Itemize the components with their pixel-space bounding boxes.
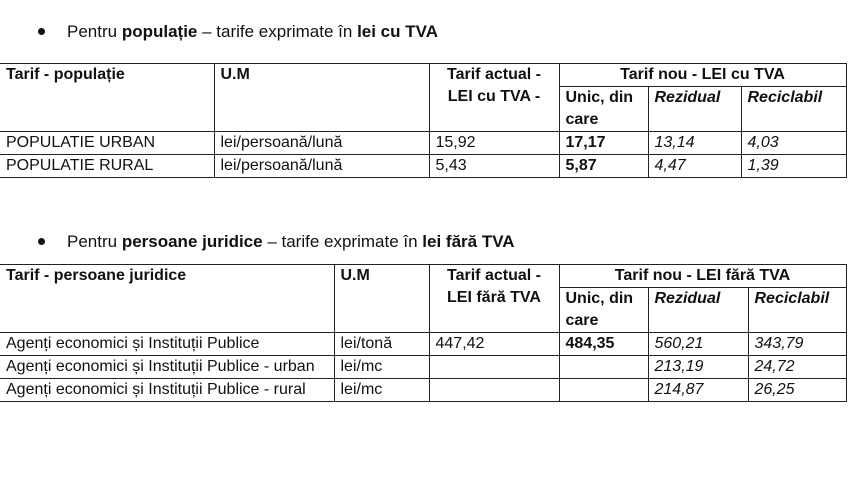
- header-rezidual: Rezidual: [647, 86, 742, 132]
- cell-reciclabil: 343,79: [747, 332, 847, 356]
- table-subheader-row: Unic, din care Rezidual Reciclabil: [0, 287, 847, 333]
- table-subheader-row: Unic, din care Rezidual Reciclabil: [0, 86, 847, 132]
- bullet-icon: [38, 28, 45, 36]
- bullet-persoane-juridice: Pentru persoane juridice – tarife exprim…: [38, 232, 515, 252]
- cell-rezidual: 214,87: [647, 378, 749, 402]
- cell-reciclabil: 24,72: [747, 355, 847, 379]
- header-tarif: Tarif - populație: [0, 63, 215, 132]
- cell-unic: [558, 378, 649, 402]
- cell-um: lei/mc: [333, 378, 430, 402]
- header-tarif-nou: Tarif nou - LEI cu TVA: [558, 63, 847, 87]
- cell-actual: 5,43: [428, 154, 560, 178]
- header-reciclabil: Reciclabil: [740, 86, 847, 132]
- header-um: U.M: [213, 63, 430, 132]
- cell-rezidual: 560,21: [647, 332, 749, 356]
- table-row: POPULATIE URBAN lei/persoană/lună 15,92 …: [0, 131, 847, 155]
- bullet-bold-subject: persoane juridice: [121, 232, 263, 251]
- bullet-middle: – tarife exprimate în: [197, 22, 358, 41]
- bullet-bold-unit: lei cu TVA: [357, 22, 438, 41]
- cell-name: Agenți economici și Instituții Publice -…: [0, 378, 335, 402]
- cell-name: Agenți economici și Instituții Publice: [0, 332, 335, 356]
- cell-actual: 447,42: [428, 332, 560, 356]
- cell-reciclabil: 1,39: [740, 154, 847, 178]
- cell-unic: 484,35: [558, 332, 649, 356]
- tariff-table-populatie: Tarif - populație U.M Tarif actual - LEI…: [0, 63, 847, 178]
- header-unic: Unic, din care: [559, 287, 649, 333]
- cell-reciclabil: 4,03: [740, 131, 847, 155]
- table-row: Agenți economici și Instituții Publice l…: [0, 332, 847, 356]
- cell-um: lei/persoană/lună: [213, 154, 430, 178]
- bullet-prefix: Pentru: [67, 232, 122, 251]
- cell-rezidual: 213,19: [647, 355, 749, 379]
- bullet-populatie: Pentru populație – tarife exprimate în l…: [38, 22, 438, 42]
- header-rezidual: Rezidual: [647, 287, 749, 333]
- cell-name: POPULATIE URBAN: [0, 131, 215, 155]
- table-row: Agenți economici și Instituții Publice -…: [0, 355, 847, 379]
- cell-name: Agenți economici și Instituții Publice -…: [0, 355, 335, 379]
- bullet-bold-unit: lei fără TVA: [422, 232, 515, 251]
- cell-actual: [428, 378, 560, 402]
- cell-actual: [428, 355, 560, 379]
- header-unic: Unic, din care: [559, 86, 649, 132]
- cell-unic: 17,17: [558, 131, 649, 155]
- tariff-table-persoane-juridice: Tarif - persoane juridice U.M Tarif actu…: [0, 264, 847, 402]
- table-row: POPULATIE RURAL lei/persoană/lună 5,43 5…: [0, 154, 847, 178]
- header-tarif: Tarif - persoane juridice: [0, 264, 335, 333]
- cell-um: lei/tonă: [333, 332, 430, 356]
- header-tarif-actual: Tarif actual - LEI cu TVA -: [428, 63, 560, 132]
- cell-unic: [558, 355, 649, 379]
- bullet-prefix: Pentru: [67, 22, 122, 41]
- cell-rezidual: 4,47: [647, 154, 742, 178]
- cell-rezidual: 13,14: [647, 131, 742, 155]
- cell-unic: 5,87: [558, 154, 649, 178]
- header-tarif-actual: Tarif actual - LEI fără TVA: [428, 264, 560, 333]
- bullet-middle: – tarife exprimate în: [262, 232, 423, 251]
- bullet-bold-subject: populație: [121, 22, 198, 41]
- header-reciclabil: Reciclabil: [747, 287, 847, 333]
- table-header-row: Tarif - populație U.M Tarif actual - LEI…: [0, 63, 847, 132]
- cell-name: POPULATIE RURAL: [0, 154, 215, 178]
- table-row: Agenți economici și Instituții Publice -…: [0, 378, 847, 402]
- header-um: U.M: [333, 264, 430, 333]
- cell-um: lei/mc: [333, 355, 430, 379]
- cell-um: lei/persoană/lună: [213, 131, 430, 155]
- table-header-row: Tarif - persoane juridice U.M Tarif actu…: [0, 264, 847, 333]
- bullet-icon: [38, 238, 45, 246]
- header-tarif-nou: Tarif nou - LEI fără TVA: [558, 264, 847, 288]
- cell-reciclabil: 26,25: [747, 378, 847, 402]
- cell-actual: 15,92: [428, 131, 560, 155]
